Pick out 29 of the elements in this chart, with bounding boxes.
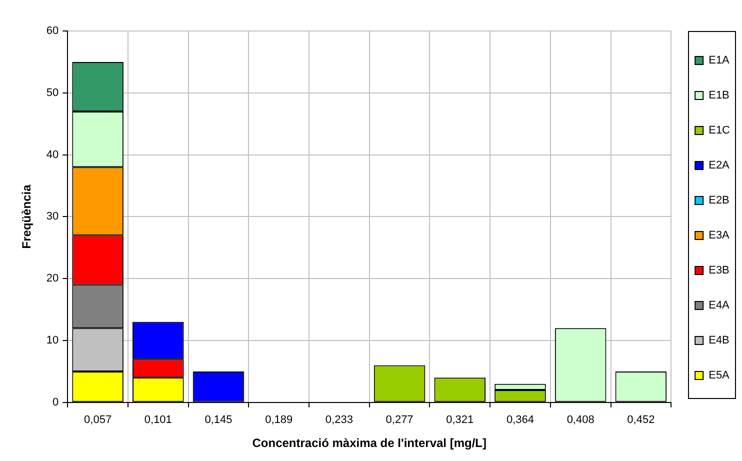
legend-label: E2A [708,160,730,172]
x-tick-label: 0,189 [265,414,293,426]
y-tick-label: 40 [46,148,59,161]
x-tick-label: 0,233 [325,414,353,426]
y-tick-label: 50 [46,86,59,99]
x-axis-title: Concentració màxima de l'interval [mg/L] [252,436,486,450]
y-tick-label: 60 [46,25,59,38]
legend-label: E3B [708,264,730,277]
x-tick-label: 0,452 [627,414,655,426]
legend-label: E1C [708,124,730,137]
legend-label: E1B [708,90,730,102]
legend-label: E2B [708,194,730,207]
legend-label: E4A [708,300,730,312]
x-tick-label: 0,321 [446,414,474,426]
y-tick-label: 20 [46,272,59,285]
legend-label: E3A [708,230,730,242]
y-tick-label: 10 [46,334,59,347]
x-tick-label: 0,101 [144,414,172,426]
y-axis-title: Freqüència [20,184,34,249]
legend-label: E5A [708,370,730,382]
y-tick-label: 30 [46,210,59,223]
x-tick-label: 0,364 [506,414,534,426]
x-tick-label: 0,145 [204,414,232,426]
x-tick-label: 0,408 [566,414,594,426]
y-tick-label: 0 [52,396,59,408]
x-tick-label: 0,057 [84,414,112,426]
x-tick-label: 0,277 [386,414,414,426]
legend-label: E1A [708,54,730,67]
legend-label: E4B [708,334,730,347]
